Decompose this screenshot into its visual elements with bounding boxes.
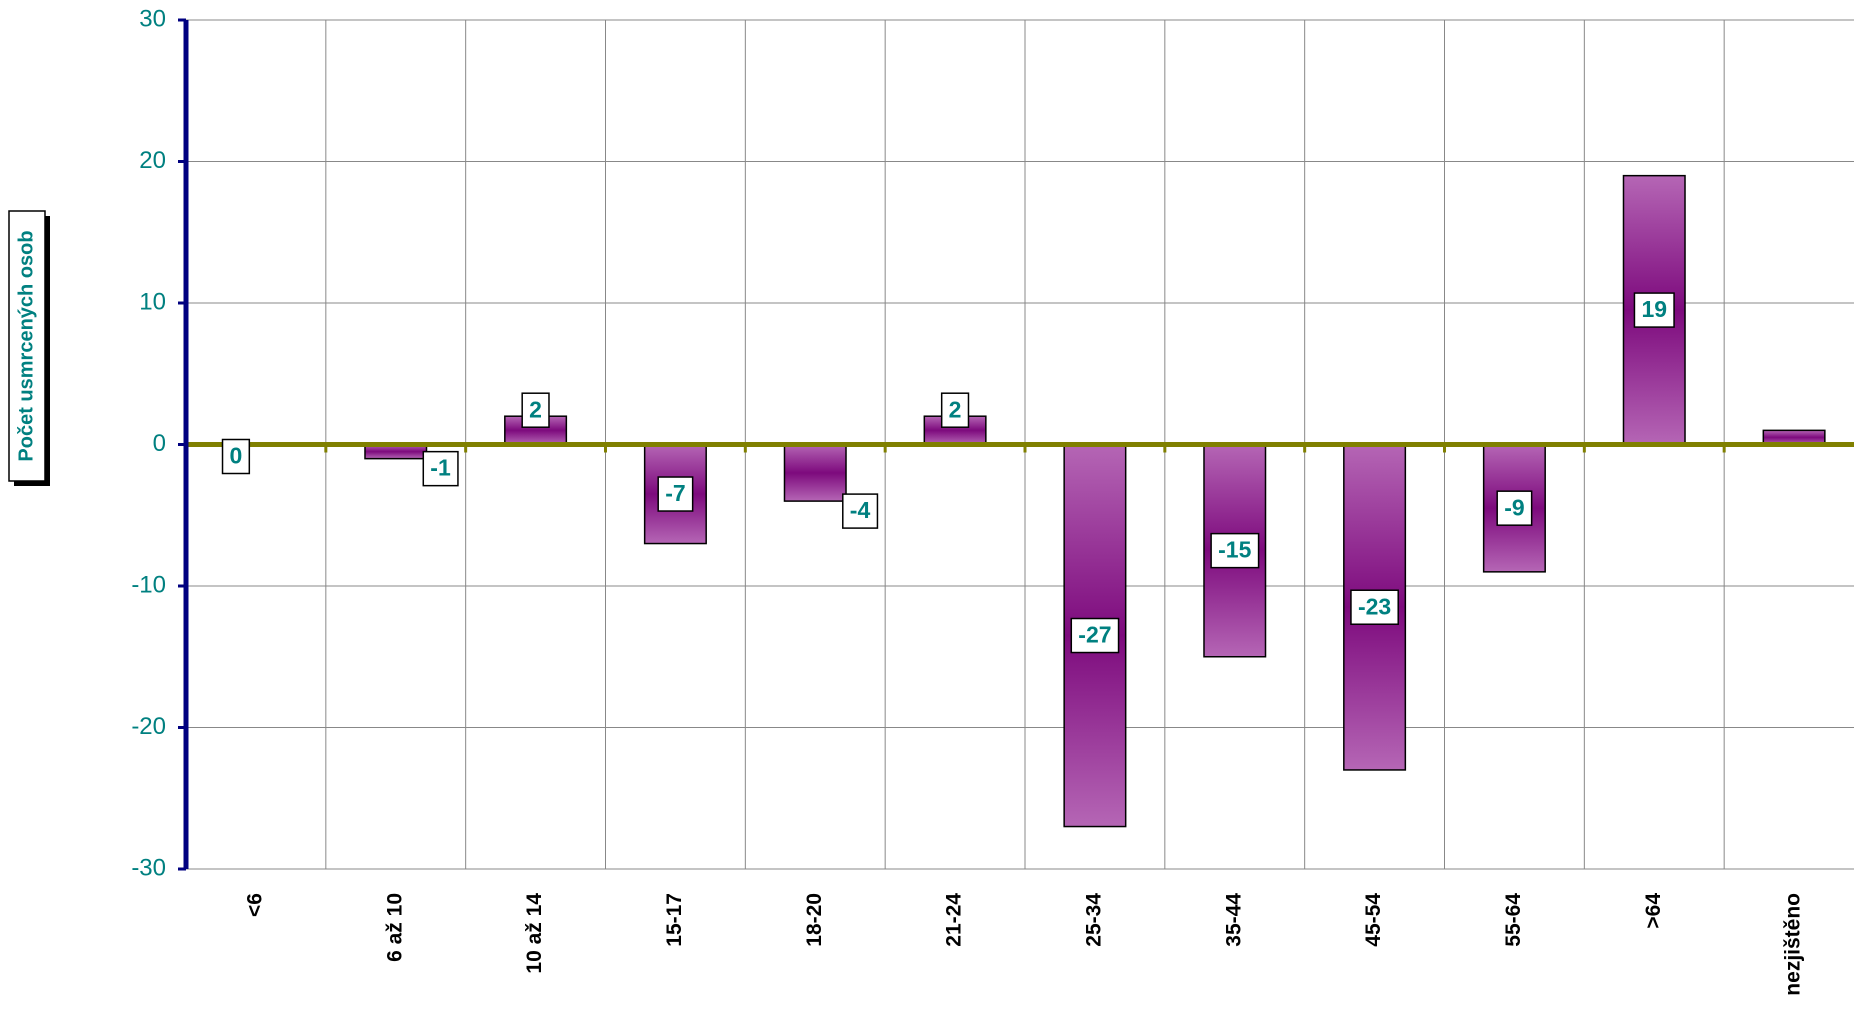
value-label-text: -9: [1504, 494, 1524, 520]
x-tick-label: <6: [243, 893, 266, 917]
value-label: -7: [657, 476, 694, 512]
value-label-box: [521, 392, 550, 428]
bar: [783, 443, 847, 502]
y-tick-label: 20: [139, 147, 166, 174]
x-tick-label: 21-24: [943, 893, 966, 947]
value-label-text: 2: [529, 396, 542, 422]
x-tick-label: 45-54: [1362, 893, 1385, 947]
x-tick-label: 35-44: [1222, 893, 1245, 947]
y-tick-label: -20: [131, 713, 166, 740]
y-axis-title: Počet usmrcených osob: [15, 230, 37, 461]
value-label: -1: [422, 450, 459, 487]
x-tick-label: 15-17: [663, 893, 686, 947]
value-label-text: 0: [230, 443, 243, 469]
x-tick-label: 25-34: [1082, 893, 1105, 947]
value-label-box: [940, 392, 970, 428]
value-label-text: 2: [949, 396, 962, 422]
value-label-box: [1350, 589, 1399, 625]
value-label-text: -23: [1358, 593, 1391, 619]
y-tick-label: 0: [153, 430, 166, 457]
value-label: 0: [221, 438, 251, 475]
value-label: 19: [1633, 292, 1675, 328]
y-tick-label: -30: [131, 854, 166, 881]
value-label-text: -7: [665, 480, 685, 506]
value-label-text: -4: [850, 497, 871, 523]
value-label-box: [1633, 292, 1675, 328]
value-label-box: [1496, 490, 1533, 526]
value-label: -23: [1350, 589, 1399, 625]
x-tick-label: 55-64: [1502, 893, 1525, 947]
y-tick-label: 30: [139, 5, 166, 32]
value-label-box: [422, 450, 459, 487]
value-label-text: -15: [1218, 537, 1251, 563]
value-label-box: [657, 476, 694, 512]
x-tick-label: 10 až 14: [523, 893, 546, 974]
value-label: -15: [1210, 532, 1260, 569]
x-tick-label: 18-20: [803, 893, 826, 947]
value-label: -4: [842, 493, 879, 529]
y-axis-title-box: Počet usmrcených osob: [8, 210, 50, 486]
value-label-text: -27: [1078, 622, 1111, 648]
value-label: -27: [1070, 617, 1120, 654]
value-label-text: -1: [430, 455, 451, 481]
y-tick-label: -10: [131, 571, 166, 598]
value-label: -9: [1496, 490, 1533, 526]
x-tick-label: nezjištěno: [1782, 893, 1805, 996]
y-tick-label: 10: [139, 288, 166, 315]
value-label-box: [842, 493, 879, 529]
value-label-text: 19: [1641, 296, 1667, 322]
value-label: 2: [521, 392, 550, 428]
x-tick-label: >64: [1642, 893, 1665, 929]
value-label-box: [221, 438, 251, 475]
value-label-box: [1070, 617, 1120, 654]
x-tick-label: 6 až 10: [383, 893, 406, 962]
value-label-box: [1210, 532, 1260, 569]
value-label: 2: [940, 392, 970, 428]
